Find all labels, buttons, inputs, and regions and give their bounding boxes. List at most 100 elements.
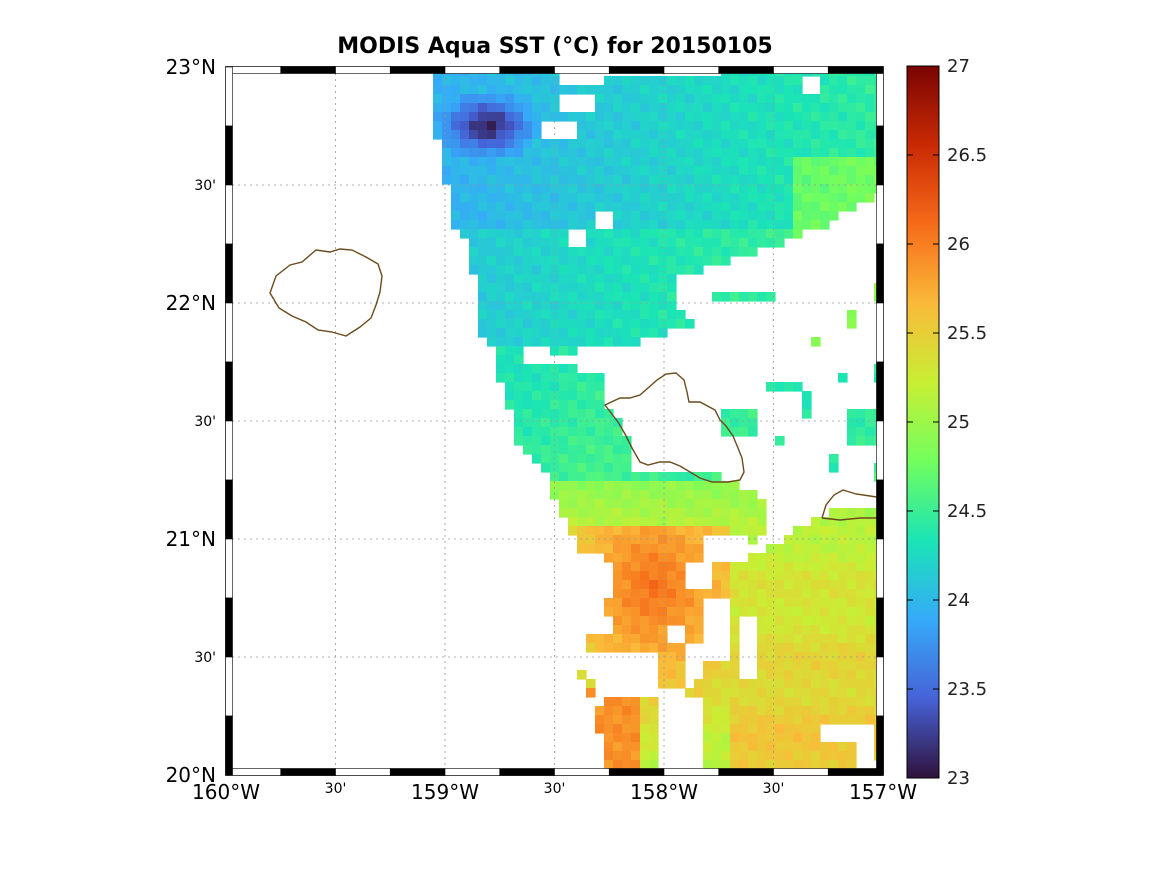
sst-pixel <box>577 400 587 410</box>
sst-pixel <box>820 130 830 140</box>
sst-pixel <box>631 166 641 176</box>
colorbar-tick-label: 25.5 <box>947 323 987 344</box>
sst-pixel <box>640 94 650 104</box>
sst-pixel <box>631 121 641 131</box>
sst-pixel <box>820 679 830 689</box>
sst-pixel <box>496 283 506 293</box>
sst-pixel <box>838 625 848 635</box>
sst-pixel <box>793 598 803 608</box>
sst-pixel <box>838 589 848 599</box>
sst-pixel <box>676 670 686 680</box>
sst-pixel <box>559 400 569 410</box>
sst-pixel <box>613 202 623 212</box>
sst-pixel <box>784 598 794 608</box>
sst-pixel <box>721 526 731 536</box>
sst-pixel <box>514 409 524 419</box>
sst-pixel <box>820 715 830 725</box>
sst-pixel <box>604 607 614 617</box>
sst-pixel <box>694 481 704 491</box>
sst-pixel <box>514 355 524 365</box>
sst-pixel <box>478 247 488 257</box>
sst-pixel <box>676 103 686 113</box>
sst-pixel <box>622 94 632 104</box>
sst-pixel <box>856 679 866 689</box>
sst-pixel <box>820 166 830 176</box>
sst-pixel <box>577 130 587 140</box>
sst-pixel <box>811 634 821 644</box>
sst-pixel <box>613 454 623 464</box>
frame-segment <box>876 715 884 776</box>
sst-pixel <box>775 679 785 689</box>
sst-pixel <box>505 211 515 221</box>
sst-pixel <box>766 688 776 698</box>
sst-pixel <box>622 472 632 482</box>
sst-pixel <box>523 337 533 347</box>
sst-pixel <box>613 634 623 644</box>
sst-pixel <box>487 328 497 338</box>
sst-pixel <box>649 562 659 572</box>
sst-pixel <box>595 112 605 122</box>
sst-pixel <box>613 94 623 104</box>
sst-pixel <box>658 328 668 338</box>
sst-pixel <box>775 643 785 653</box>
sst-pixel <box>541 400 551 410</box>
sst-pixel <box>622 436 632 446</box>
sst-pixel <box>586 238 596 248</box>
latitude-label: 22°N <box>166 291 216 315</box>
sst-pixel <box>739 229 749 239</box>
sst-pixel <box>487 76 497 86</box>
sst-pixel <box>811 544 821 554</box>
sst-pixel <box>586 436 596 446</box>
sst-pixel <box>505 121 515 131</box>
sst-pixel <box>667 679 677 689</box>
sst-pixel <box>865 616 875 626</box>
sst-pixel <box>622 760 632 770</box>
sst-pixel <box>766 184 776 194</box>
sst-pixel <box>865 121 875 131</box>
sst-pixel <box>802 742 812 752</box>
sst-pixel <box>604 112 614 122</box>
sst-pixel <box>460 229 470 239</box>
sst-pixel <box>766 157 776 167</box>
sst-pixel <box>856 535 866 545</box>
sst-pixel <box>478 229 488 239</box>
sst-pixel <box>631 607 641 617</box>
sst-pixel <box>532 175 542 185</box>
sst-pixel <box>613 292 623 302</box>
sst-pixel <box>460 148 470 158</box>
sst-pixel <box>757 688 767 698</box>
sst-pixel <box>487 193 497 203</box>
sst-pixel <box>649 526 659 536</box>
sst-pixel <box>856 634 866 644</box>
sst-pixel <box>523 292 533 302</box>
sst-pixel <box>838 103 848 113</box>
sst-pixel <box>469 220 479 230</box>
sst-pixel <box>685 166 695 176</box>
sst-pixel <box>577 121 587 131</box>
sst-pixel <box>541 283 551 293</box>
sst-pixel <box>739 697 749 707</box>
sst-pixel <box>766 175 776 185</box>
sst-pixel <box>622 454 632 464</box>
sst-pixel <box>757 157 767 167</box>
sst-pixel <box>667 121 677 131</box>
sst-pixel <box>811 751 821 761</box>
sst-pixel <box>685 220 695 230</box>
sst-pixel <box>829 175 839 185</box>
sst-pixel <box>802 139 812 149</box>
sst-pixel <box>640 706 650 716</box>
sst-pixel <box>541 409 551 419</box>
sst-pixel <box>469 157 479 167</box>
sst-pixel <box>748 85 758 95</box>
sst-pixel <box>784 751 794 761</box>
sst-pixel <box>514 400 524 410</box>
sst-pixel <box>613 310 623 320</box>
sst-pixel <box>730 85 740 95</box>
sst-pixel <box>514 373 524 383</box>
sst-pixel <box>703 499 713 509</box>
sst-pixel <box>568 418 578 428</box>
sst-pixel <box>640 301 650 311</box>
sst-pixel <box>820 688 830 698</box>
sst-pixel <box>487 220 497 230</box>
